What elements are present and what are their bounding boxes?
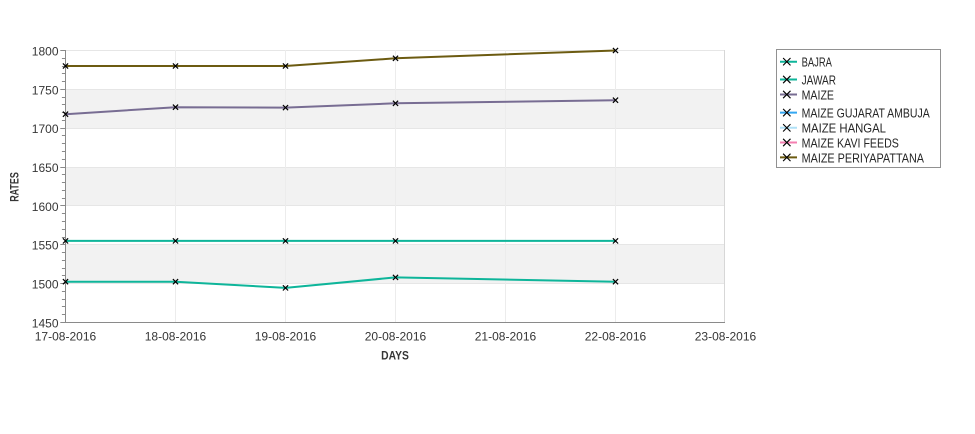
svg-text:19-08-2016: 19-08-2016 <box>255 329 317 343</box>
svg-text:23-08-2016: 23-08-2016 <box>695 329 757 343</box>
svg-text:1600: 1600 <box>32 200 59 214</box>
svg-text:BAJRA: BAJRA <box>802 56 833 70</box>
svg-text:1450: 1450 <box>32 316 59 330</box>
svg-text:1750: 1750 <box>32 83 59 97</box>
svg-text:18-08-2016: 18-08-2016 <box>145 329 207 343</box>
svg-text:DAYS: DAYS <box>381 348 409 362</box>
svg-text:MAIZE PERIYAPATTANA: MAIZE PERIYAPATTANA <box>802 151 925 165</box>
svg-text:22-08-2016: 22-08-2016 <box>585 329 647 343</box>
svg-text:MAIZE HANGAL: MAIZE HANGAL <box>802 122 886 136</box>
svg-text:RATES: RATES <box>7 172 21 202</box>
svg-text:MAIZE: MAIZE <box>802 88 834 102</box>
svg-text:1800: 1800 <box>32 44 59 58</box>
svg-text:1700: 1700 <box>32 122 59 136</box>
svg-text:MAIZE GUJARAT AMBUJA: MAIZE GUJARAT AMBUJA <box>802 107 931 121</box>
svg-text:17-08-2016: 17-08-2016 <box>35 329 97 343</box>
svg-text:1650: 1650 <box>32 161 59 175</box>
svg-text:21-08-2016: 21-08-2016 <box>475 329 537 343</box>
svg-text:1550: 1550 <box>32 239 59 253</box>
svg-text:20-08-2016: 20-08-2016 <box>365 329 427 343</box>
svg-text:MAIZE KAVI FEEDS: MAIZE KAVI FEEDS <box>802 136 899 150</box>
svg-text:1500: 1500 <box>32 278 59 292</box>
svg-text:JAWAR: JAWAR <box>802 73 836 87</box>
